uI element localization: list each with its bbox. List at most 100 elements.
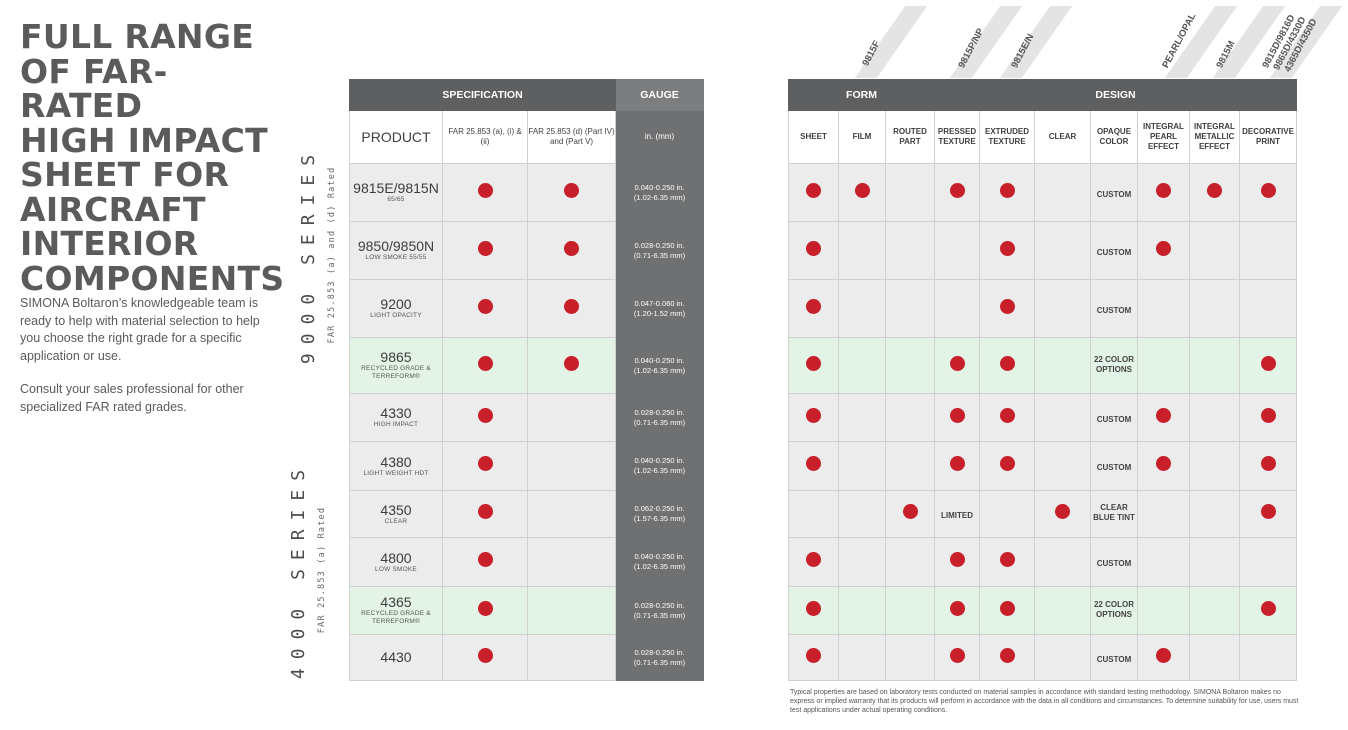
far-a-cell [442,634,528,681]
product-cell: 9200 LIGHT OPACITY [349,279,443,338]
pressed-cell [934,537,980,587]
title-line: INTERIOR [20,224,199,263]
far-a-cell [442,586,528,635]
rating-dot-icon [949,407,965,423]
gauge-mm: (1.02-6.35 mm) [633,562,686,571]
print-cell [1238,393,1298,442]
table-row: 9865 RECYCLED GRADE & TERREFORM® 0.040-0.2… [349,337,705,394]
film-cell [838,221,886,280]
rating-dot-icon [1156,182,1171,198]
clear-cell [1034,163,1091,222]
rating-dot-icon [999,552,1015,567]
series-9000-rating: FAR 25.853 (a) and (d) Rated [326,166,337,344]
pearl-cell [1137,279,1190,338]
print-cell [1238,634,1298,681]
gauge-inches: 0.028-0.250 in. [634,647,685,657]
product-name: 4365 [380,594,412,610]
design-column-header: ROUTED PART [885,110,935,164]
sheet-cell [788,586,839,635]
rating-dot-icon [1260,456,1276,471]
far-a-cell [442,441,528,491]
rating-dot-icon [999,647,1015,663]
rating-dot-icon [477,240,493,256]
gauge-mm: (0.71-6.35 mm) [633,657,686,667]
far-a-cell [442,163,528,222]
sheet-cell [788,393,839,442]
specification-header: SPECIFICATION [348,79,617,111]
print-cell [1238,221,1298,280]
film-cell [838,441,886,491]
far-a-column-header: FAR 25.853 (a), (i) & (ii) [442,110,528,164]
opaque-color-cell: CUSTOM [1090,163,1138,222]
table-row: CUSTOM [788,279,1298,338]
rating-dot-icon [806,298,821,314]
gauge-cell: 0.047-0.060 in. (1.20-1.52 mm) [615,279,705,338]
metallic-cell [1189,586,1240,635]
intro-paragraph-2: Consult your sales professional for othe… [20,382,244,414]
title-line: HIGH IMPACT [20,120,268,160]
product-cell: 4430 [349,634,443,681]
routed-cell [885,337,935,394]
opaque-color-cell: 22 COLOR OPTIONS [1090,337,1138,394]
extruded-cell [979,163,1035,222]
rating-dot-icon [477,552,493,567]
opaque-color-text: 22 COLOR OPTIONS [1093,599,1134,619]
rating-dot-icon [1156,647,1171,663]
far-a-cell [442,490,528,538]
table-row: CUSTOM [788,221,1298,280]
rating-dot-icon [477,182,493,198]
pearl-cell [1137,163,1190,222]
metallic-cell [1189,634,1240,681]
rating-dot-icon [477,355,493,371]
clear-cell [1034,537,1091,587]
gauge-cell: 0.040-0.250 in. (1.02-6.35 mm) [615,163,705,222]
gauge-inches: 0.028-0.250 in. [634,600,685,610]
product-name: 4380 [380,453,412,470]
gauge-mm: (1.02-6.35 mm) [633,466,686,475]
design-column-header: INTEGRAL METALLIC EFFECT [1189,110,1240,164]
series-9000-name: 9000 SERIES [297,145,319,365]
title-line: SHEET FOR [20,155,230,194]
metallic-cell [1189,441,1240,491]
series-9000-label: 9000 SERIES FAR 25.853 (a) and (d) Rated [292,120,342,390]
product-name: 4330 [380,405,412,421]
gauge-inches: 0.062-0.250 in. [634,504,685,513]
gauge-inches: 0.040-0.250 in. [634,355,685,365]
far-a-cell [442,393,528,442]
pearl-cell [1137,337,1190,394]
far-a-cell [442,279,528,338]
pressed-cell [934,393,980,442]
clear-cell [1034,393,1091,442]
extruded-cell [979,279,1035,338]
pressed-cell [934,586,980,635]
form-header: FORM [788,79,935,111]
opaque-color-cell: 22 COLOR OPTIONS [1090,586,1138,635]
product-description: 65/65 [387,196,405,203]
product-cell: 9865 RECYCLED GRADE & TERREFORM® [349,337,443,394]
far-d-cell [526,586,617,635]
rating-dot-icon [1156,407,1171,423]
rating-dot-icon [1156,456,1171,471]
design-column-header: FILM [838,110,886,164]
gauge-inches: 0.028-0.250 in. [634,407,685,417]
gauge-mm: (1.20-1.52 mm) [633,308,686,318]
gauge-cell: 0.028-0.250 in. (0.71-6.35 mm) [615,634,705,681]
pearl-cell [1137,393,1190,442]
table-row: 4365 RECYCLED GRADE & TERREFORM® 0.028-0.2… [349,586,705,635]
routed-cell [885,221,935,280]
table-row: 4800 LOW SMOKE 0.040-0.250 in. (1.02-6.35 m… [349,537,705,587]
design-column-header: PRESSED TEXTURE [934,110,980,164]
routed-cell [885,393,935,442]
product-name: 4350 [380,501,412,518]
pressed-cell: LIMITED [934,490,980,538]
table-row: CUSTOM [788,441,1298,491]
film-cell [838,393,886,442]
metallic-cell [1189,490,1240,538]
label-band [854,6,928,78]
pressed-cell [934,279,980,338]
product-description: LIGHT OPACITY [370,312,422,319]
sheet-cell [788,441,839,491]
sheet-cell [788,490,839,538]
routed-cell [885,537,935,587]
rating-dot-icon [564,240,580,256]
